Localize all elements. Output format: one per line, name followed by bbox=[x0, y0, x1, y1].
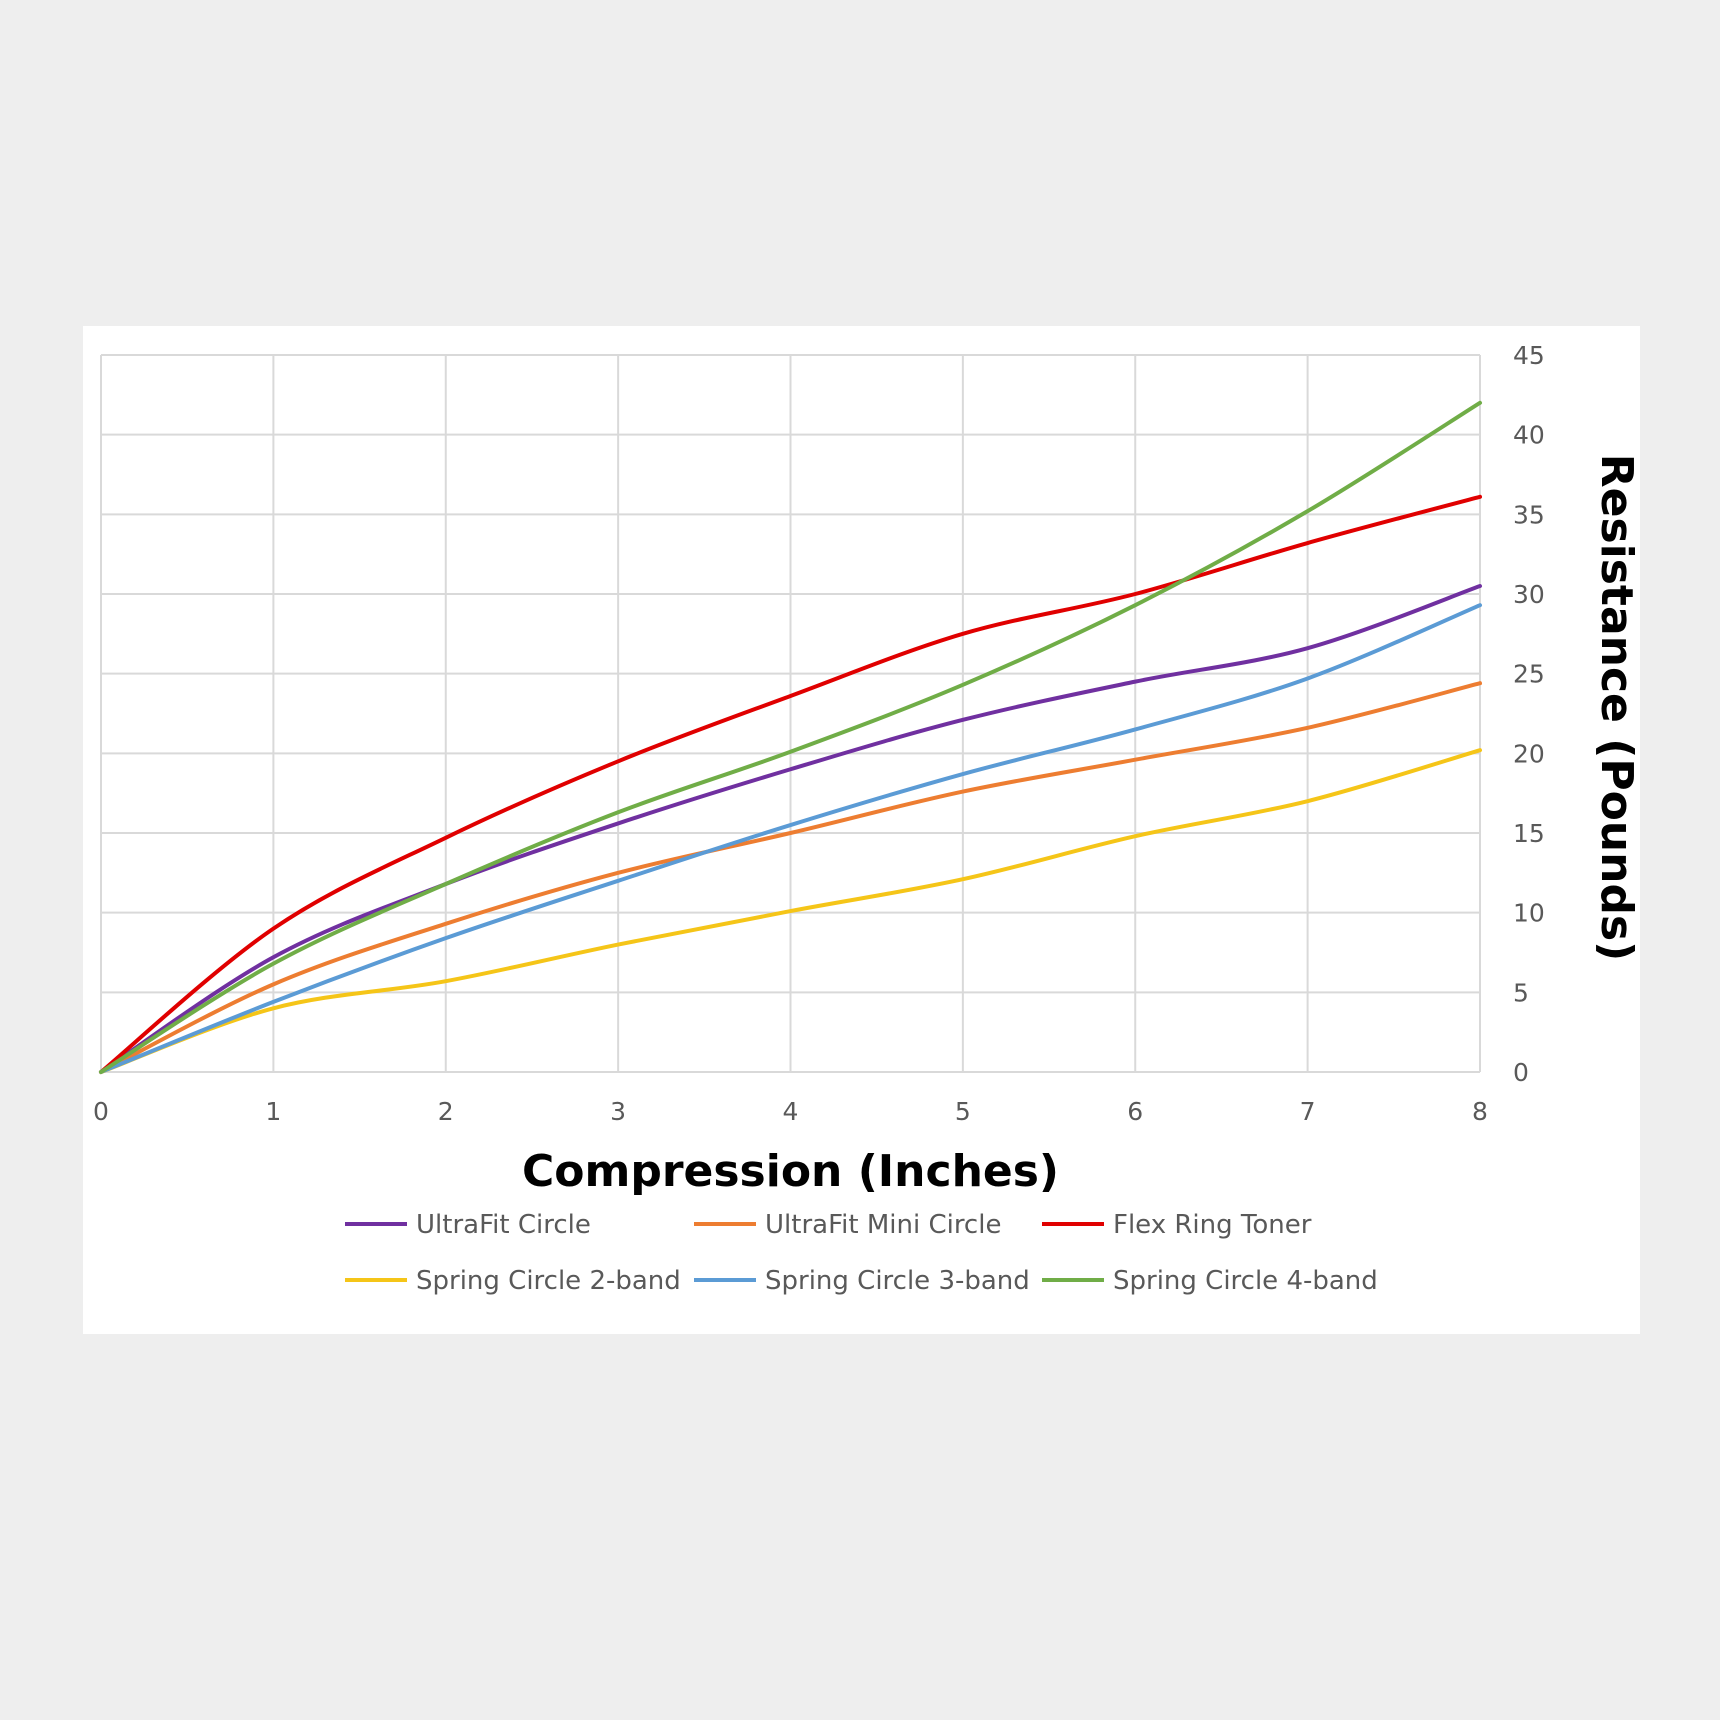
chart-card: 0 1 2 3 4 5 6 7 8 0 5 10 15 20 25 30 35 40 45 Compression … bbox=[83, 326, 1640, 1334]
series-line-spring-circle-2-band bbox=[99, 748, 1482, 1074]
y-tick-label: 10 bbox=[1513, 899, 1545, 928]
y-tick-label: 5 bbox=[1513, 978, 1529, 1007]
x-tick-label: 1 bbox=[265, 1097, 281, 1126]
y-tick-label: 40 bbox=[1513, 421, 1545, 450]
series-line-ultrafit-mini-circle bbox=[99, 681, 1482, 1074]
legend-label: Flex Ring Toner bbox=[1113, 1210, 1312, 1240]
series-line-flex-ring-toner bbox=[99, 494, 1482, 1074]
legend-item: UltraFit Circle bbox=[345, 1210, 591, 1240]
y-tick-label: 25 bbox=[1513, 660, 1545, 689]
y-axis-title: Resistance (Pounds) bbox=[1591, 454, 1640, 962]
x-axis-title: Compression (Inches) bbox=[522, 1146, 1059, 1197]
legend-label: Spring Circle 4-band bbox=[1113, 1266, 1378, 1296]
legend-item: Spring Circle 4-band bbox=[1042, 1266, 1378, 1296]
x-tick-label: 2 bbox=[438, 1097, 454, 1126]
series-line-spring-circle-4-band bbox=[99, 400, 1482, 1074]
legend-item: UltraFit Mini Circle bbox=[694, 1210, 1001, 1240]
legend-label: UltraFit Circle bbox=[416, 1210, 591, 1240]
legend-item: Flex Ring Toner bbox=[1042, 1210, 1312, 1240]
y-tick-label: 0 bbox=[1513, 1058, 1529, 1087]
legend: UltraFit Circle UltraFit Mini Circle Flex … bbox=[345, 1210, 1378, 1296]
legend-item: Spring Circle 3-band bbox=[694, 1266, 1030, 1296]
legend-label: Spring Circle 2-band bbox=[416, 1266, 681, 1296]
x-tick-label: 6 bbox=[1127, 1097, 1143, 1126]
y-tick-label: 30 bbox=[1513, 580, 1545, 609]
y-tick-label: 15 bbox=[1513, 819, 1545, 848]
x-tick-label: 0 bbox=[93, 1097, 109, 1126]
y-tick-label: 45 bbox=[1513, 341, 1545, 370]
x-tick-label: 4 bbox=[783, 1097, 799, 1126]
legend-label: UltraFit Mini Circle bbox=[765, 1210, 1001, 1240]
x-tick-label: 8 bbox=[1472, 1097, 1488, 1126]
x-tick-label: 5 bbox=[955, 1097, 971, 1126]
series-line-ultrafit-circle bbox=[99, 584, 1482, 1074]
x-tick-label: 3 bbox=[610, 1097, 626, 1126]
series-lines bbox=[99, 400, 1482, 1074]
grid bbox=[100, 354, 1481, 1073]
y-tick-label: 35 bbox=[1513, 500, 1545, 529]
series-line-spring-circle-3-band bbox=[99, 603, 1482, 1074]
x-tick-label: 7 bbox=[1300, 1097, 1316, 1126]
y-tick-label: 20 bbox=[1513, 739, 1545, 768]
legend-label: Spring Circle 3-band bbox=[765, 1266, 1030, 1296]
legend-item: Spring Circle 2-band bbox=[345, 1266, 681, 1296]
